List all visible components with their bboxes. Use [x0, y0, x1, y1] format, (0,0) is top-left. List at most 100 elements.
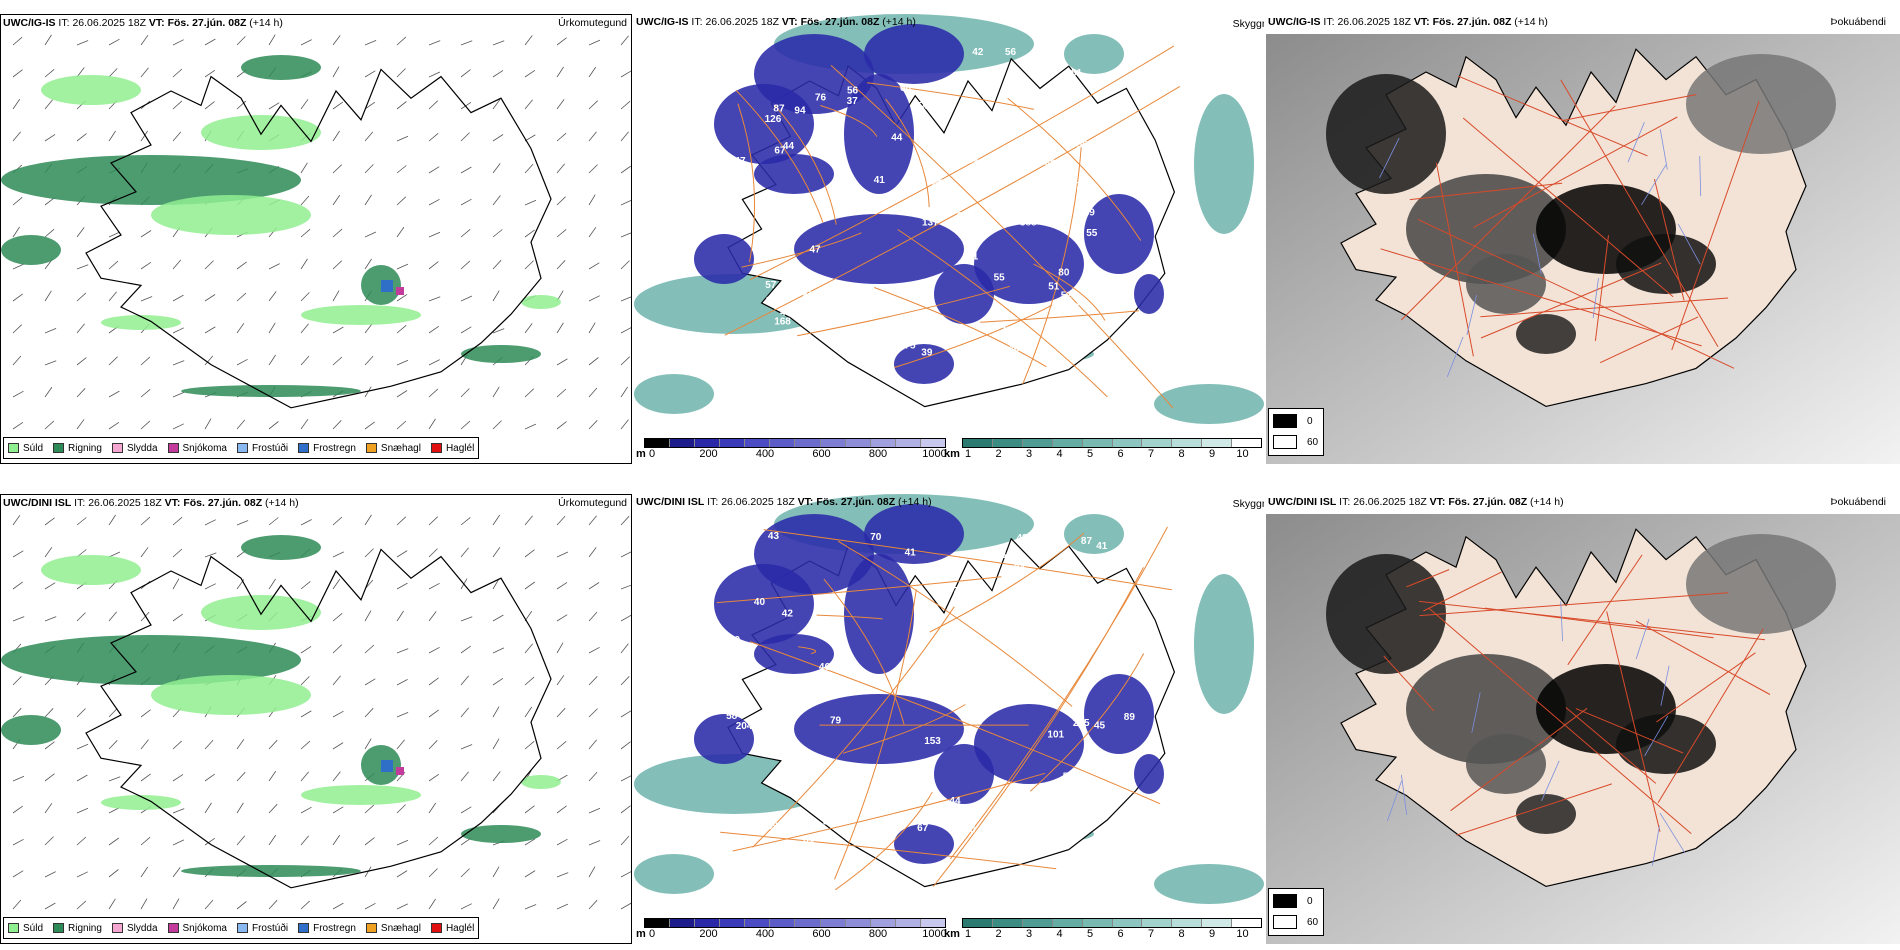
tick-label: 0: [648, 448, 656, 460]
tick-label: 4: [1056, 928, 1063, 940]
legend-item: Slydda: [111, 922, 158, 934]
cloud-base-value: 70: [870, 532, 882, 543]
cloud-base-value: 178: [1008, 77, 1025, 88]
roads: [1380, 75, 1760, 369]
cloud-base-value: 57: [765, 280, 777, 291]
panel-header: UWC/IG-IS IT: 26.06.2025 18Z VT: Fös. 27…: [1268, 16, 1548, 28]
legend-label: Haglél: [445, 922, 475, 934]
cloud-base-value: 51: [1048, 282, 1060, 293]
cloud-base-value: 39: [921, 348, 933, 359]
cloud-base-value: 60: [1045, 158, 1057, 169]
tick-label: 800: [868, 448, 888, 460]
dew-legend: 0 60: [1268, 408, 1324, 456]
tick-label: 2: [995, 928, 1002, 940]
tick-label: 200: [699, 448, 718, 460]
cloud-base-value: 47: [734, 156, 746, 167]
legend-label: Snjókoma: [182, 922, 227, 934]
cloud-base-value: 79: [1000, 326, 1012, 337]
cloud-base-value: 76: [815, 93, 827, 104]
tick-label: 600: [812, 448, 831, 460]
tick-label: 5: [1086, 448, 1094, 460]
cloud-base-value: 121: [1032, 97, 1049, 108]
tick-label: 10: [1236, 928, 1249, 940]
visibility-colorbar: [962, 438, 1262, 448]
cloud-base-value: 37: [783, 767, 795, 778]
dew-panel-bottom: UWC/DINI ISL IT: 26.06.2025 18Z VT: Fös.…: [1266, 494, 1900, 944]
legend-label: Slydda: [126, 922, 158, 934]
precip-panel-bottom: UWC/DINI ISL IT: 26.06.2025 18Z VT: Fös.…: [0, 494, 632, 944]
cloud-base-value: 388: [1020, 218, 1037, 229]
legend-swatch: [430, 923, 442, 933]
cloud-base-value: 46: [929, 177, 941, 188]
cloud-base-value: 101: [1047, 729, 1064, 740]
cloud-base-value: 31: [802, 287, 814, 298]
cloud-base-value: 137: [922, 217, 939, 228]
tick-label: 1: [964, 448, 972, 460]
legend-swatch: [167, 923, 179, 933]
precip-areas: [1, 535, 561, 877]
cloud-base-value: 121: [957, 211, 974, 222]
cloud-base-value: 87: [773, 103, 785, 114]
cloud-base-value: 44: [1004, 593, 1016, 604]
roads: [1383, 554, 1771, 836]
visibility-unit: km: [944, 448, 960, 460]
cloud-base-value: 117: [905, 334, 922, 345]
cloud-base-value: 45: [1094, 721, 1106, 732]
precip-legend: Súld Rigning Slydda Snjókoma Frostúði Frostre…: [3, 437, 480, 459]
cloud-base-value: 51: [1081, 810, 1093, 821]
legend-swatch: [365, 923, 377, 933]
tick-label: 6: [1117, 448, 1124, 460]
legend-swatch: [111, 443, 123, 453]
legend-item: Súld: [8, 923, 43, 934]
cloud-base-value: 41: [905, 548, 917, 559]
wind-barbs: [12, 514, 631, 910]
tick-label: 1: [964, 928, 972, 940]
tick-label: 800: [868, 928, 888, 940]
cloud-base-value: 44: [783, 141, 795, 152]
cloud-base-value: 69: [833, 803, 845, 814]
cloud-base-value: 206: [1112, 175, 1129, 186]
coastline: [85, 548, 552, 889]
roads: [724, 45, 1181, 409]
legend-item: Rigning: [53, 923, 102, 934]
legend-swatch: [111, 923, 123, 933]
cloud-base-value: 59: [767, 821, 779, 832]
cloud-base-unit: m: [636, 928, 646, 940]
cloud-base-value: 196: [1064, 303, 1081, 314]
legend-item: Frostúði: [236, 443, 288, 454]
legend-label: Súld: [23, 922, 44, 934]
cloud-base-value: 77: [962, 105, 974, 116]
cloud-base-value: 37: [847, 96, 859, 107]
cloud-base-values: 126 108 168 196 137 178 121 48 56 47 67 117 121 60 56 8…: [734, 47, 1144, 367]
cloud-base-value: 57: [1070, 181, 1082, 192]
legend-item: Snjókoma: [167, 443, 227, 454]
panel-header: UWC/DINI ISL IT: 26.06.2025 18Z VT: Fös.…: [636, 496, 932, 508]
cloud-base-value: 79: [830, 716, 842, 727]
dew-areas: [1326, 534, 1836, 834]
cloud-base-value: 67: [774, 145, 786, 156]
cloud-base-value: 34: [968, 155, 980, 166]
panel-header: UWC/IG-IS IT: 26.06.2025 18Z VT: Fös. 27…: [636, 16, 916, 28]
tick-label: 3: [1025, 448, 1033, 460]
tick-label: 6: [1117, 928, 1124, 940]
cloud-base-value: 57: [1033, 683, 1045, 694]
legend-label: Slydda: [126, 442, 158, 454]
cloud-base-value: 38: [1132, 73, 1144, 84]
cloud-base-value: 121: [762, 727, 779, 738]
panel-type-label: Þokuábendi: [1830, 496, 1886, 508]
cloud-base-value: 56: [847, 86, 859, 97]
legend-item: Rigning: [53, 443, 102, 454]
panel-header: UWC/IG-IS IT: 26.06.2025 18Z VT: Fös. 27…: [3, 17, 283, 29]
cloud-base-value: 44: [949, 796, 961, 807]
tick-label: 1000: [922, 928, 947, 940]
legend-item: Snæhagl: [365, 923, 421, 934]
legend-item: Snæhagl: [365, 443, 421, 454]
cloud-panel-bottom: 153 237 132 121 285 204 42 34 57 41 41 59 51 83 47 46 45…: [634, 494, 1264, 944]
cloud-base-value: 39: [1084, 208, 1096, 219]
panel-type-label: Skyggni: [1232, 498, 1264, 510]
rivers: [1387, 601, 1686, 866]
cloud-base-value: 67: [917, 823, 929, 834]
cloud-base-value: 44: [891, 133, 903, 144]
legend-item: Haglél: [430, 922, 475, 934]
panel-header: UWC/DINI ISL IT: 26.06.2025 18Z VT: Fös.…: [1268, 496, 1564, 508]
